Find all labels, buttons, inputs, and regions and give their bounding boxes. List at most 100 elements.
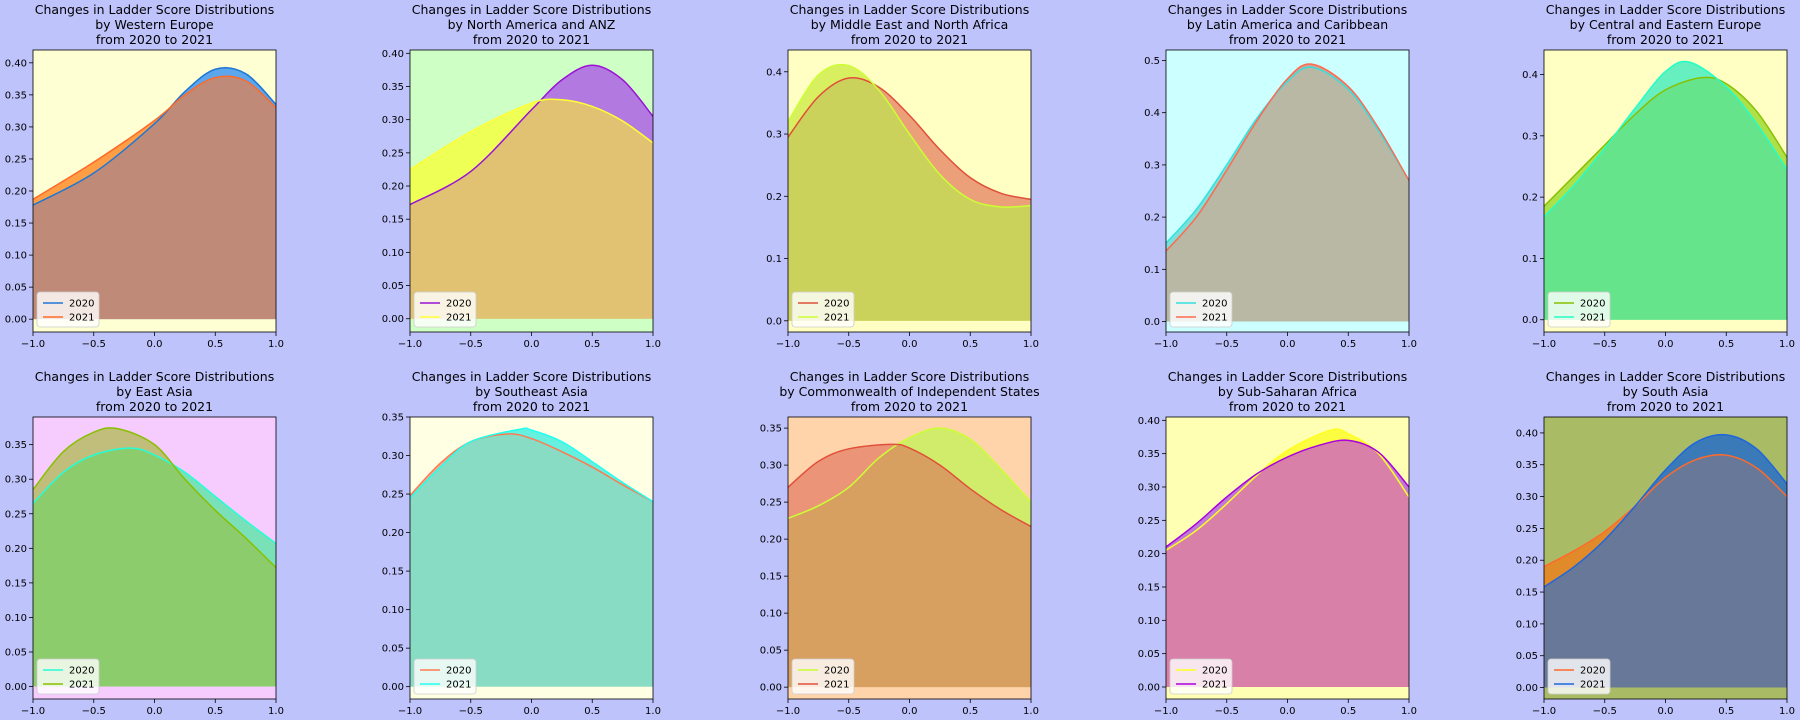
x-tick-label: −1.0 (1532, 339, 1556, 350)
legend-box (413, 658, 477, 695)
series-line-2020 (1166, 66, 1409, 244)
legend-box (791, 291, 855, 328)
series-line-2020 (788, 76, 1031, 201)
y-tick-label: 0.00 (1516, 683, 1538, 694)
x-tick-label: 0.5 (1340, 706, 1356, 717)
x-tick-label: 1.0 (1779, 339, 1795, 350)
y-tick-label: 0.30 (760, 461, 782, 472)
legend-box (36, 291, 100, 328)
series-line-2021 (788, 63, 1031, 208)
y-tick-label: 0.10 (760, 609, 782, 620)
x-tick-label: −0.5 (837, 706, 861, 717)
y-tick-label: 0.00 (5, 682, 27, 693)
y-tick-label: 0.0 (1522, 315, 1538, 326)
legend-box (1547, 658, 1611, 695)
y-tick-label: 0.30 (382, 451, 404, 462)
y-tick-label: 0.25 (1516, 524, 1538, 535)
y-tick-label: 0.25 (760, 498, 782, 509)
chart-title-line: by South Asia (1623, 384, 1709, 399)
y-tick-label: 0.0 (766, 316, 782, 327)
x-tick-label: 1.0 (645, 706, 661, 717)
plot-area (1166, 428, 1409, 687)
series-line-2021 (410, 427, 653, 503)
y-tick-label: 0.40 (1138, 416, 1160, 427)
x-tick-label: −1.0 (398, 706, 422, 717)
x-tick-label: −0.5 (1593, 706, 1617, 717)
series-line-2020 (788, 427, 1031, 520)
chart-panel: Changes in Ladder Score Distributionsby … (5, 369, 284, 717)
y-tick-label: 0.2 (1144, 213, 1160, 224)
chart-title-line: Changes in Ladder Score Distributions (1546, 2, 1785, 17)
y-tick-label: 0.3 (1522, 131, 1538, 142)
legend-box (36, 658, 100, 695)
chart-title-line: Changes in Ladder Score Distributions (35, 2, 274, 17)
chart-title-line: by East Asia (116, 384, 192, 399)
legend-label: 2020 (69, 666, 94, 677)
legend-label: 2021 (446, 680, 471, 691)
y-tick-label: 0.15 (382, 567, 404, 578)
y-tick-label: 0.20 (5, 544, 27, 555)
y-tick-label: 0.15 (5, 578, 27, 589)
legend-label: 2021 (1202, 313, 1227, 324)
x-tick-label: −1.0 (776, 706, 800, 717)
chart-title-line: by North America and ANZ (448, 17, 616, 32)
chart-panel: Changes in Ladder Score Distributionsby … (382, 369, 661, 717)
plot-area (788, 427, 1031, 688)
chart-title-line: from 2020 to 2021 (473, 32, 590, 47)
x-tick-label: 1.0 (645, 339, 661, 350)
legend-label: 2020 (1202, 666, 1227, 677)
x-tick-label: 0.0 (524, 339, 540, 350)
chart-title-line: by Western Europe (95, 17, 214, 32)
y-tick-label: 0.30 (1516, 492, 1538, 503)
plot-area (1166, 63, 1409, 322)
x-tick-label: −0.5 (459, 706, 483, 717)
legend-label: 2021 (69, 313, 94, 324)
series-line-2020 (1544, 76, 1787, 207)
x-tick-label: 0.0 (147, 339, 163, 350)
legend-box (791, 658, 855, 695)
chart-title-line: by Southeast Asia (475, 384, 588, 399)
overlap-area (410, 433, 653, 687)
chart-title-line: from 2020 to 2021 (1607, 399, 1724, 414)
y-tick-label: 0.3 (766, 130, 782, 141)
x-tick-label: −0.5 (459, 339, 483, 350)
y-tick-label: 0.00 (382, 682, 404, 693)
y-tick-label: 0.0 (1144, 317, 1160, 328)
chart-title-line: from 2020 to 2021 (96, 32, 213, 47)
y-tick-label: 0.05 (1138, 649, 1160, 660)
legend-label: 2020 (1202, 299, 1227, 310)
overlap-area (788, 77, 1031, 321)
x-tick-label: 0.5 (962, 339, 978, 350)
chart-title-line: from 2020 to 2021 (1607, 32, 1724, 47)
y-tick-label: 0.00 (760, 683, 782, 694)
y-tick-label: 0.05 (5, 648, 27, 659)
x-tick-label: 1.0 (1401, 339, 1417, 350)
chart-title-line: Changes in Ladder Score Distributions (35, 369, 274, 384)
legend-label: 2021 (69, 680, 94, 691)
legend-box (413, 291, 477, 328)
x-tick-label: 0.0 (1280, 339, 1296, 350)
x-tick-label: 1.0 (1401, 706, 1417, 717)
y-tick-label: 0.35 (5, 440, 27, 451)
chart-panel: Changes in Ladder Score Distributionsby … (5, 2, 284, 350)
chart-title-line: Changes in Ladder Score Distributions (790, 2, 1029, 17)
y-tick-label: 0.1 (1522, 254, 1538, 265)
chart-title-line: Changes in Ladder Score Distributions (1546, 369, 1785, 384)
x-tick-label: 0.5 (207, 339, 223, 350)
series-line-2020 (33, 67, 276, 206)
chart-title-line: from 2020 to 2021 (851, 399, 968, 414)
overlap-area (788, 444, 1031, 688)
y-tick-label: 0.35 (1516, 460, 1538, 471)
x-tick-label: −0.5 (1215, 339, 1239, 350)
series-line-2021 (1166, 63, 1409, 252)
legend-box (1169, 291, 1233, 328)
chart-title-line: by Sub-Saharan Africa (1218, 384, 1357, 399)
y-tick-label: 0.40 (382, 49, 404, 60)
legend-label: 2020 (446, 299, 471, 310)
y-tick-label: 0.25 (1138, 516, 1160, 527)
x-tick-label: 0.5 (207, 706, 223, 717)
y-tick-label: 0.4 (1144, 108, 1160, 119)
y-tick-label: 0.05 (760, 646, 782, 657)
x-tick-label: −0.5 (82, 706, 106, 717)
y-tick-label: 0.20 (5, 187, 27, 198)
